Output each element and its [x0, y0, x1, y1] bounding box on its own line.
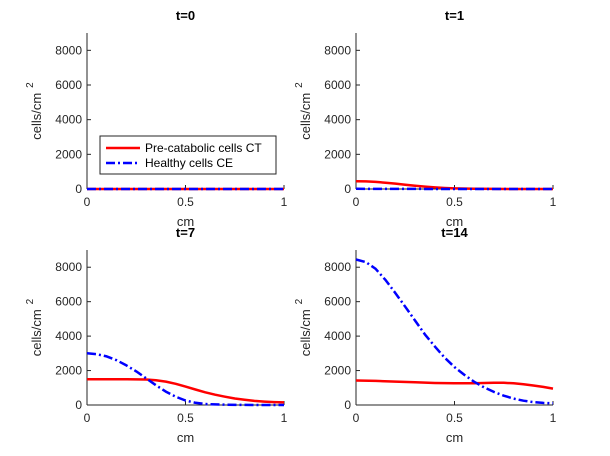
y-tick-label: 0	[75, 398, 82, 412]
x-tick-label: 1	[281, 411, 288, 425]
y-axis-label: cells/cm 2	[294, 298, 313, 356]
y-tick-label: 8000	[55, 260, 82, 274]
y-tick-label: 0	[344, 398, 351, 412]
series-line-healthy-ce	[355, 258, 554, 405]
y-axis-label-text: cells/cm	[29, 93, 44, 140]
series-line-precatabolic-ct	[355, 179, 553, 191]
x-tick-label: 0.5	[446, 195, 463, 209]
y-tick-label: 6000	[324, 295, 351, 309]
y-tick-label: 4000	[55, 113, 82, 127]
x-tick-label: 0	[353, 195, 360, 209]
y-axis-label-superscript: 2	[294, 82, 305, 88]
y-tick-label: 2000	[324, 364, 351, 378]
x-tick-label: 0.5	[177, 411, 194, 425]
y-tick-label: 6000	[55, 295, 82, 309]
y-axis-label-text: cells/cm	[298, 309, 313, 356]
chart-panel-0: 0 2000 4000 6000 8000 0 0.5 1 t=0 cm cells/cm 2 Pre-…	[25, 8, 288, 229]
x-tick-label: 0	[84, 195, 91, 209]
chart-panel-2: 0 2000 4000 6000 8000 0 0.5 1 t=7 cm cells/cm 2	[25, 225, 288, 445]
x-axis-label: cm	[446, 430, 463, 445]
chart-title: t=14	[441, 225, 468, 240]
chart-title: t=7	[176, 225, 195, 240]
x-tick-label: 1	[550, 195, 557, 209]
y-tick-label: 6000	[324, 78, 351, 92]
chart-panel-1: 0 2000 4000 6000 8000 0 0.5 1 t=1 cm cells/cm 2	[294, 8, 557, 229]
y-axis-label-text: cells/cm	[298, 93, 313, 140]
series-line-precatabolic-ct	[87, 377, 285, 404]
y-axis-label-superscript: 2	[25, 298, 36, 304]
y-axis-label: cells/cm 2	[25, 298, 44, 356]
y-tick-label: 8000	[55, 43, 82, 57]
y-axis-label-superscript: 2	[25, 82, 36, 88]
x-tick-label: 0	[353, 411, 360, 425]
series-line-precatabolic-ct	[355, 379, 554, 390]
x-axis-label: cm	[446, 214, 463, 229]
y-axis-label: cells/cm 2	[25, 82, 44, 140]
legend-entry-label: Healthy cells CE	[145, 156, 233, 170]
y-axis-label-text: cells/cm	[29, 309, 44, 356]
y-tick-label: 2000	[324, 147, 351, 161]
y-tick-label: 2000	[55, 364, 82, 378]
y-tick-label: 4000	[324, 329, 351, 343]
x-tick-label: 1	[281, 195, 288, 209]
y-tick-label: 6000	[55, 78, 82, 92]
legend-entry-label: Pre-catabolic cells CT	[145, 141, 262, 155]
series-line-healthy-ce	[86, 352, 284, 407]
x-tick-label: 0.5	[177, 195, 194, 209]
y-tick-label: 0	[344, 182, 351, 196]
chart-title: t=0	[176, 8, 195, 23]
x-tick-label: 0	[84, 411, 91, 425]
y-tick-label: 8000	[324, 43, 351, 57]
legend-box	[99, 135, 277, 175]
y-tick-label: 0	[75, 182, 82, 196]
y-tick-label: 4000	[324, 113, 351, 127]
chart-panel-3: 0 2000 4000 6000 8000 0 0.5 1 t=14 cm cells/cm 2	[294, 225, 557, 445]
chart-title: t=1	[445, 8, 464, 23]
y-axis-label-superscript: 2	[294, 298, 305, 304]
x-axis-label: cm	[177, 214, 194, 229]
x-tick-label: 0.5	[446, 411, 463, 425]
y-tick-label: 4000	[55, 329, 82, 343]
y-axis-label: cells/cm 2	[294, 82, 313, 140]
x-tick-label: 1	[550, 411, 557, 425]
x-axis-label: cm	[177, 430, 194, 445]
y-tick-label: 2000	[55, 147, 82, 161]
y-tick-label: 8000	[324, 260, 351, 274]
